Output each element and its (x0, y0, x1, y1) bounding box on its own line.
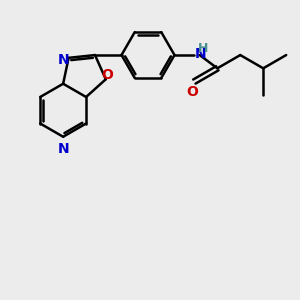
Text: N: N (195, 47, 207, 61)
Text: N: N (58, 53, 69, 67)
Text: N: N (57, 142, 69, 156)
Text: O: O (101, 68, 113, 82)
Text: H: H (197, 42, 208, 55)
Text: O: O (186, 85, 198, 98)
